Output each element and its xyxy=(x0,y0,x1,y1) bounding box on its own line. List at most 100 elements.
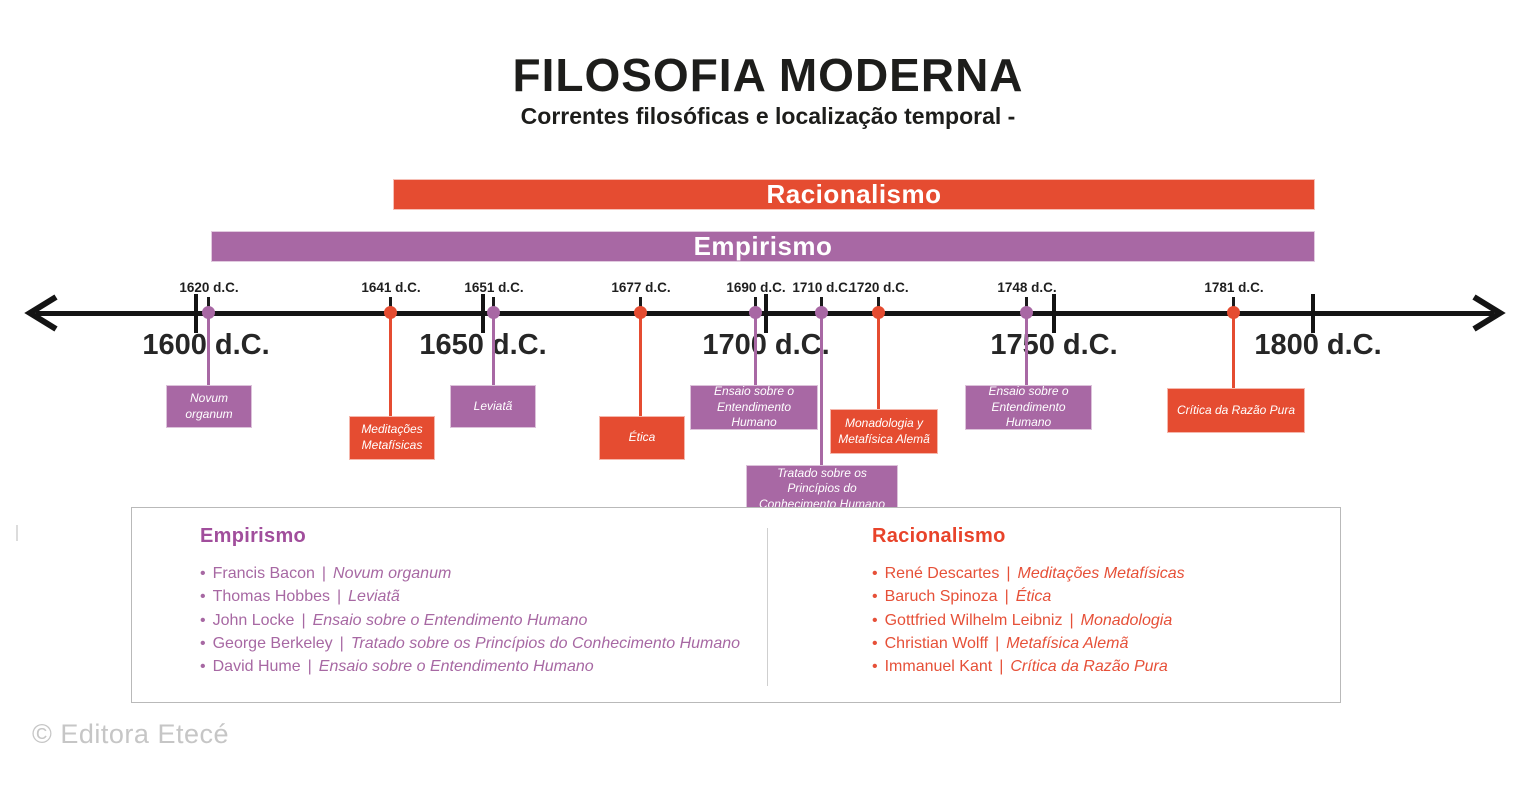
legend-divider xyxy=(767,528,768,686)
item-work: Ensaio sobre o Entendimento Humano xyxy=(318,658,594,676)
bullet-icon: • xyxy=(200,611,206,629)
item-separator: | xyxy=(301,611,306,629)
event-dot xyxy=(202,306,215,319)
item-name: David Hume xyxy=(212,658,301,676)
event-tick xyxy=(492,297,495,314)
major-tick-1750 xyxy=(1052,294,1056,333)
footer-credit: © Editora Etecé xyxy=(32,719,229,749)
event-year-label: 1690 d.C. xyxy=(726,280,786,295)
item-work: Ética xyxy=(1015,588,1052,606)
page-title: FILOSOFIA MODERNA xyxy=(512,49,1024,101)
major-tick-1650 xyxy=(481,294,485,333)
event-tick xyxy=(1232,297,1235,314)
event-stem xyxy=(877,313,880,409)
event-dot xyxy=(749,306,762,319)
item-work: Ensaio sobre o Entendimento Humano xyxy=(312,611,588,629)
event-stem xyxy=(389,313,392,416)
item-name: John Locke xyxy=(212,611,295,629)
event-work-box: Leviatã xyxy=(450,385,536,428)
item-separator: | xyxy=(1006,565,1011,582)
event-year-label: 1710 d.C. xyxy=(792,280,852,295)
bullet-icon: • xyxy=(872,634,878,652)
item-name: Francis Bacon xyxy=(212,565,315,582)
event-tick xyxy=(754,297,757,314)
legend-item: • Gottfried Wilhelm Leibniz | Monadologia xyxy=(872,609,1185,632)
event-year-label: 1720 d.C. xyxy=(849,280,909,295)
event-year-label: 1677 d.C. xyxy=(611,280,671,295)
event-tick xyxy=(639,297,642,314)
legend-item: • David Hume | Ensaio sobre o Entendimento … xyxy=(200,655,740,678)
major-tick-label: 1650 d.C. xyxy=(419,329,547,361)
legend-column-racionalismo: Racionalismo • René Descartes | Meditações … xyxy=(872,525,1185,678)
legend-heading-racionalismo: Racionalismo xyxy=(872,525,1006,547)
event-stem xyxy=(492,313,495,385)
item-separator: | xyxy=(321,565,327,582)
bullet-icon: • xyxy=(200,658,206,676)
item-work: Meditações Metafísicas xyxy=(1017,565,1185,582)
legend-column-empirismo: Empirismo • Francis Bacon | Novum organum •… xyxy=(200,525,740,678)
item-work: Crítica da Razão Pura xyxy=(1010,658,1168,676)
bullet-icon: • xyxy=(872,588,878,606)
bullet-icon: • xyxy=(872,658,878,676)
item-work: Metafísica Alemã xyxy=(1006,634,1129,652)
legend-item: • John Locke | Ensaio sobre o Entendimento … xyxy=(200,609,740,632)
band-racionalismo-label: Racionalismo xyxy=(766,179,942,209)
item-work: Monadologia xyxy=(1080,611,1173,629)
bullet-icon: • xyxy=(200,588,206,606)
event-work-box: Novum organum xyxy=(166,385,252,428)
item-separator: | xyxy=(995,634,1000,652)
legend-item: • René Descartes | Meditações Metafísicas xyxy=(872,562,1185,585)
event-stem xyxy=(1232,313,1235,388)
event-dot xyxy=(634,306,647,319)
item-separator: | xyxy=(999,658,1004,676)
event-work-box: Meditações Metafísicas xyxy=(349,416,435,460)
item-name: George Berkeley xyxy=(212,634,333,652)
legend-item: • Immanuel Kant | Crítica da Razão Pura xyxy=(872,655,1185,678)
item-name: René Descartes xyxy=(884,565,1000,582)
major-tick-1700 xyxy=(764,294,768,333)
legend-item: • Francis Bacon | Novum organum xyxy=(200,562,740,585)
legend-panel xyxy=(131,507,1341,703)
legend-item: • Baruch Spinoza | Ética xyxy=(872,585,1185,608)
legend-heading-empirismo: Empirismo xyxy=(200,525,307,547)
arrow-right-icon xyxy=(1472,294,1506,332)
item-work: Leviatã xyxy=(348,588,400,606)
event-dot xyxy=(815,306,828,319)
event-work-box: Ensaio sobre o Entendimento Humano xyxy=(690,384,818,430)
event-year-label: 1620 d.C. xyxy=(179,280,239,295)
event-year-label: 1651 d.C. xyxy=(464,280,524,295)
legend-item: • George Berkeley | Tratado sobre os Princí… xyxy=(200,632,740,655)
major-tick-label: 1600 d.C. xyxy=(142,329,270,361)
event-stem xyxy=(639,313,642,416)
major-tick-1800 xyxy=(1311,294,1315,333)
item-separator: | xyxy=(337,588,342,606)
event-dot xyxy=(384,306,397,319)
event-dot xyxy=(872,306,885,319)
event-dot xyxy=(487,306,500,319)
item-separator: | xyxy=(1004,588,1009,606)
item-name: Baruch Spinoza xyxy=(884,588,998,606)
item-work: Novum organum xyxy=(333,565,452,582)
major-tick-label: 1700 d.C. xyxy=(702,329,830,361)
event-stem xyxy=(754,313,757,385)
item-work: Tratado sobre os Princípios do Conhecime… xyxy=(350,634,741,652)
major-tick-label: 1750 d.C. xyxy=(990,329,1118,361)
item-name: Immanuel Kant xyxy=(884,658,993,676)
item-name: Gottfried Wilhelm Leibniz xyxy=(884,611,1063,629)
band-empirismo: Empirismo xyxy=(211,231,1315,262)
major-tick-1600 xyxy=(194,294,198,333)
band-racionalismo: Racionalismo xyxy=(393,179,1315,210)
arrow-left-icon xyxy=(24,294,58,332)
event-work-box: Monadologia y Metafísica Alemã xyxy=(830,409,938,454)
event-tick xyxy=(389,297,392,314)
event-year-label: 1748 d.C. xyxy=(997,280,1057,295)
event-work-box: Ensaio sobre o Entendimento Humano xyxy=(965,384,1092,430)
event-tick xyxy=(1025,297,1028,314)
bullet-icon: • xyxy=(200,565,206,582)
item-name: Thomas Hobbes xyxy=(212,588,330,606)
event-dot xyxy=(1227,306,1240,319)
event-stem xyxy=(1025,313,1028,385)
event-work-box: Ética xyxy=(599,416,685,460)
left-edge-mark xyxy=(16,525,18,541)
